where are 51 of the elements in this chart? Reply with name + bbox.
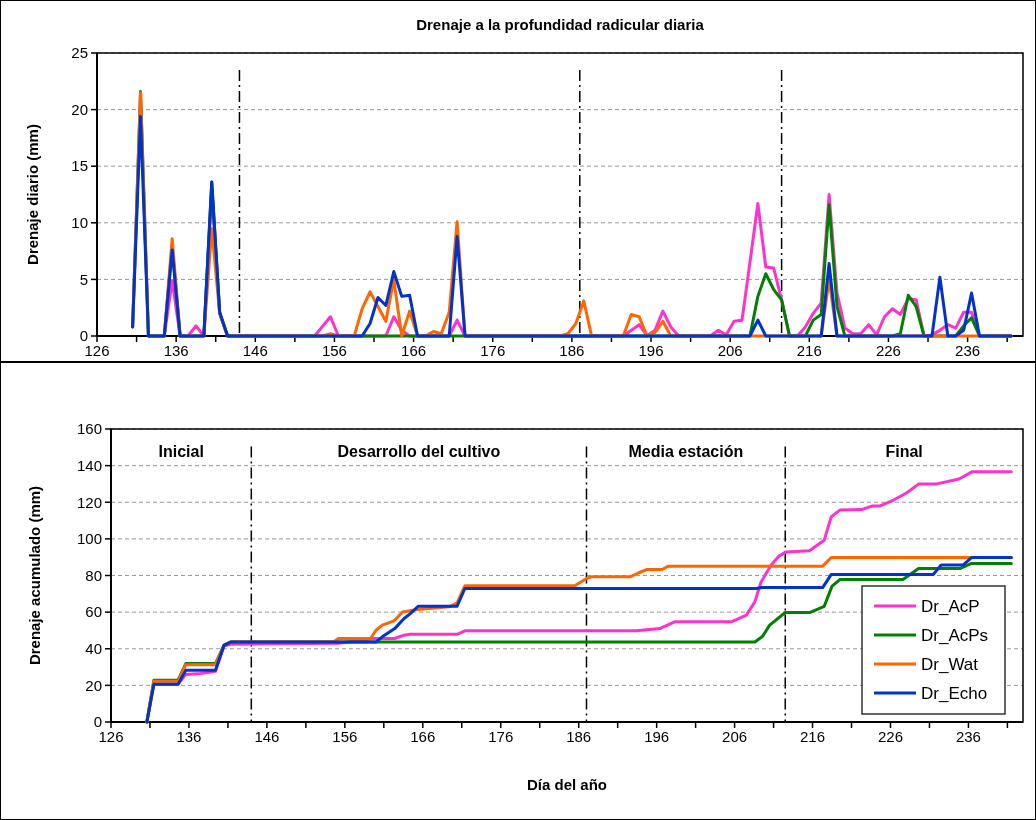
x-tick-label: 206 [722,728,748,745]
annotation: Final [885,442,923,460]
x-tick-label: 136 [176,728,202,745]
x-tick-label: 156 [321,342,347,359]
y-axis-title: Drenaje acumulado (mm) [26,485,43,666]
x-tick-label: 156 [332,728,358,745]
x-tick-label: 236 [955,342,981,359]
x-tick-label: 226 [877,728,903,745]
legend-label: Dr_Wat [921,654,979,674]
annotation: Media estación [628,442,744,460]
x-tick-label: 146 [242,342,268,359]
y-tick-label: 160 [76,420,102,438]
x-tick-label: 216 [800,728,826,745]
chart-title: Drenaje a la profundidad radicular diaria [416,16,705,33]
x-tick-label: 166 [401,342,427,359]
x-tick-label: 196 [638,342,664,359]
legend-label: Dr_AcPs [921,625,989,645]
x-tick-label: 176 [488,728,514,745]
legend-label: Dr_AcP [921,596,980,616]
x-tick-label: 136 [163,342,189,359]
y-tick-label: 5 [79,270,88,288]
x-tick-label: 226 [875,342,901,359]
x-tick-label: 126 [98,728,124,745]
y-tick-label: 80 [85,566,102,584]
y-tick-label: 20 [85,676,102,694]
x-tick-label: 216 [796,342,822,359]
x-tick-label: 186 [559,342,585,359]
x-tick-label: 206 [717,342,743,359]
annotation: Inicial [158,442,204,460]
y-tick-label: 140 [76,456,102,474]
x-tick-label: 236 [955,728,981,745]
x-axis-title: Día del año [526,776,608,793]
y-tick-label: 100 [76,530,102,548]
legend-label: Dr_Echo [921,683,988,703]
y-tick-label: 10 [71,214,88,232]
y-tick-label: 15 [71,157,88,175]
annotation: Desarrollo del cultivo [337,442,501,460]
y-tick-label: 60 [85,603,102,621]
x-tick-label: 166 [410,728,436,745]
y-tick-label: 20 [71,100,88,118]
y-tick-label: 120 [76,493,102,511]
y-tick-label: 40 [85,640,102,657]
y-tick-label: 0 [93,713,102,731]
y-tick-label: 0 [79,327,88,345]
x-tick-label: 126 [84,342,110,359]
x-tick-label: 176 [480,342,506,359]
y-axis-title: Drenaje diario (mm) [24,124,41,265]
x-tick-label: 186 [566,728,592,745]
x-tick-label: 146 [254,728,280,745]
y-tick-label: 25 [71,44,88,62]
x-tick-label: 196 [644,728,670,745]
